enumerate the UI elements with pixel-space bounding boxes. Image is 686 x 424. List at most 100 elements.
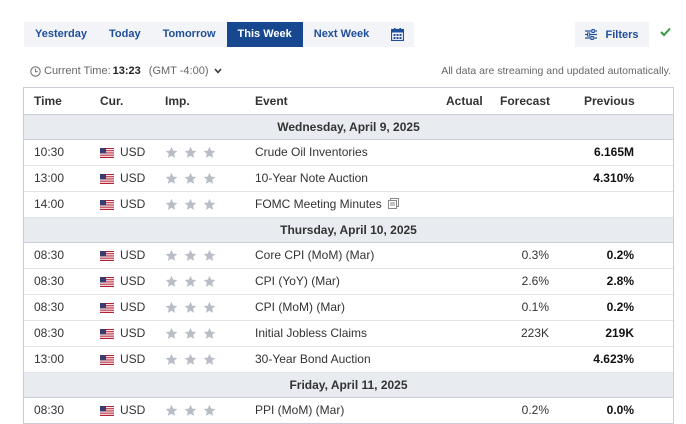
date-range-tabs: Yesterday Today Tomorrow This Week Next … (24, 22, 415, 47)
us-flag-icon (100, 276, 114, 287)
col-event: Event (255, 94, 288, 108)
tab-yesterday[interactable]: Yesterday (35, 28, 87, 40)
currency-cell: USD (100, 243, 145, 268)
table-row[interactable]: 14:00 USD FOMC Meeting Minutes (24, 192, 673, 218)
event-name[interactable]: Crude Oil Inventories (255, 140, 368, 165)
document-icon[interactable] (387, 198, 399, 210)
event-time: 08:30 (34, 403, 65, 417)
tab-next-week[interactable]: Next Week (313, 28, 370, 40)
table-row[interactable]: 08:30 USD PPI (MoM) (Mar) 0.2% 0.0% (24, 398, 673, 423)
col-forecast: Forecast (500, 94, 551, 108)
event-name[interactable]: PPI (MoM) (Mar) (255, 398, 344, 423)
currency-cell: USD (100, 166, 145, 191)
currency-cell: USD (100, 321, 145, 346)
star-icon (184, 249, 197, 261)
day-header: Friday, April 11, 2025 (24, 373, 673, 398)
star-icon (184, 327, 197, 339)
event-name[interactable]: CPI (YoY) (Mar) (255, 269, 340, 294)
event-name-text[interactable]: 10-Year Note Auction (255, 171, 368, 185)
us-flag-icon (100, 302, 114, 313)
star-icon (165, 404, 178, 416)
star-icon (203, 353, 216, 365)
importance-stars (165, 269, 216, 294)
previous-value: 0.0% (606, 403, 634, 417)
filters-label: Filters (605, 28, 639, 41)
event-time: 08:30 (34, 248, 65, 262)
chevron-down-icon[interactable] (214, 68, 223, 74)
currency-code: USD (120, 171, 146, 185)
col-time: Time (34, 94, 62, 108)
tab-this-week[interactable]: This Week (226, 22, 303, 47)
star-icon (165, 249, 178, 261)
event-name[interactable]: FOMC Meeting Minutes (255, 192, 399, 217)
sliders-icon (585, 29, 598, 40)
event-name-text[interactable]: Core CPI (MoM) (Mar) (255, 248, 375, 262)
table-row[interactable]: 13:00 USD 30-Year Bond Auction 4.623% (24, 347, 673, 373)
us-flag-icon (100, 147, 114, 158)
col-actual: Actual (446, 94, 483, 108)
us-flag-icon (100, 250, 114, 261)
current-time-label: Current Time: (44, 65, 111, 77)
calendar-icon (390, 28, 404, 41)
currency-code: USD (120, 274, 146, 288)
clock-icon (30, 65, 41, 77)
star-icon (165, 172, 178, 184)
star-icon (165, 353, 178, 365)
star-icon (184, 146, 197, 158)
star-icon (203, 301, 216, 313)
event-name-text[interactable]: CPI (MoM) (Mar) (255, 300, 345, 314)
star-icon (203, 275, 216, 287)
forecast-value: 2.6% (521, 274, 549, 288)
star-icon (203, 404, 216, 416)
table-row[interactable]: 08:30 USD Initial Jobless Claims 223K 219K (24, 321, 673, 347)
event-name-text[interactable]: 30-Year Bond Auction (255, 352, 371, 366)
col-importance: Imp. (165, 94, 190, 108)
calendar-button[interactable] (380, 22, 414, 47)
tab-today[interactable]: Today (108, 28, 141, 40)
event-name[interactable]: Core CPI (MoM) (Mar) (255, 243, 374, 268)
importance-stars (165, 192, 216, 217)
day-header: Thursday, April 10, 2025 (24, 218, 673, 243)
importance-stars (165, 243, 216, 268)
currency-cell: USD (100, 347, 145, 372)
importance-stars (165, 321, 216, 346)
event-time: 08:30 (34, 300, 65, 314)
event-time: 13:00 (34, 171, 65, 185)
event-name-text[interactable]: FOMC Meeting Minutes (255, 197, 382, 211)
importance-stars (165, 347, 216, 372)
forecast-value: 0.3% (521, 248, 549, 262)
table-row[interactable]: 08:30 USD CPI (YoY) (Mar) 2.6% 2.8% (24, 269, 673, 295)
star-icon (203, 172, 216, 184)
previous-value: 219K (605, 326, 634, 340)
currency-code: USD (120, 352, 146, 366)
forecast-value: 223K (520, 326, 549, 340)
star-icon (184, 198, 197, 210)
table-row[interactable]: 08:30 USD CPI (MoM) (Mar) 0.1% 0.2% (24, 295, 673, 321)
currency-cell: USD (100, 269, 145, 294)
streaming-note: All data are streaming and updated autom… (441, 65, 671, 77)
currency-code: USD (120, 197, 146, 211)
current-time-bar[interactable]: Current Time: 13:23 (GMT -4:00) (30, 65, 223, 77)
event-name[interactable]: 10-Year Note Auction (255, 166, 368, 191)
day-header: Wednesday, April 9, 2025 (24, 115, 673, 140)
previous-value: 6.165M (593, 145, 634, 159)
event-name-text[interactable]: Crude Oil Inventories (255, 145, 368, 159)
star-icon (165, 301, 178, 313)
event-name[interactable]: 30-Year Bond Auction (255, 347, 371, 372)
event-time: 14:00 (34, 197, 65, 211)
event-name-text[interactable]: CPI (YoY) (Mar) (255, 274, 340, 288)
table-row[interactable]: 08:30 USD Core CPI (MoM) (Mar) 0.3% 0.2% (24, 243, 673, 269)
table-row[interactable]: 13:00 USD 10-Year Note Auction 4.310% (24, 166, 673, 192)
event-name[interactable]: Initial Jobless Claims (255, 321, 367, 346)
table-row[interactable]: 10:30 USD Crude Oil Inventories 6.165M (24, 140, 673, 166)
tab-tomorrow[interactable]: Tomorrow (162, 28, 216, 40)
event-name[interactable]: CPI (MoM) (Mar) (255, 295, 345, 320)
event-name-text[interactable]: Initial Jobless Claims (255, 326, 368, 340)
previous-value: 0.2% (606, 248, 634, 262)
currency-cell: USD (100, 140, 145, 165)
star-icon (165, 198, 178, 210)
event-name-text[interactable]: PPI (MoM) (Mar) (255, 403, 345, 417)
filters-button[interactable]: Filters (575, 22, 649, 47)
star-icon (184, 172, 197, 184)
col-previous: Previous (584, 94, 635, 108)
